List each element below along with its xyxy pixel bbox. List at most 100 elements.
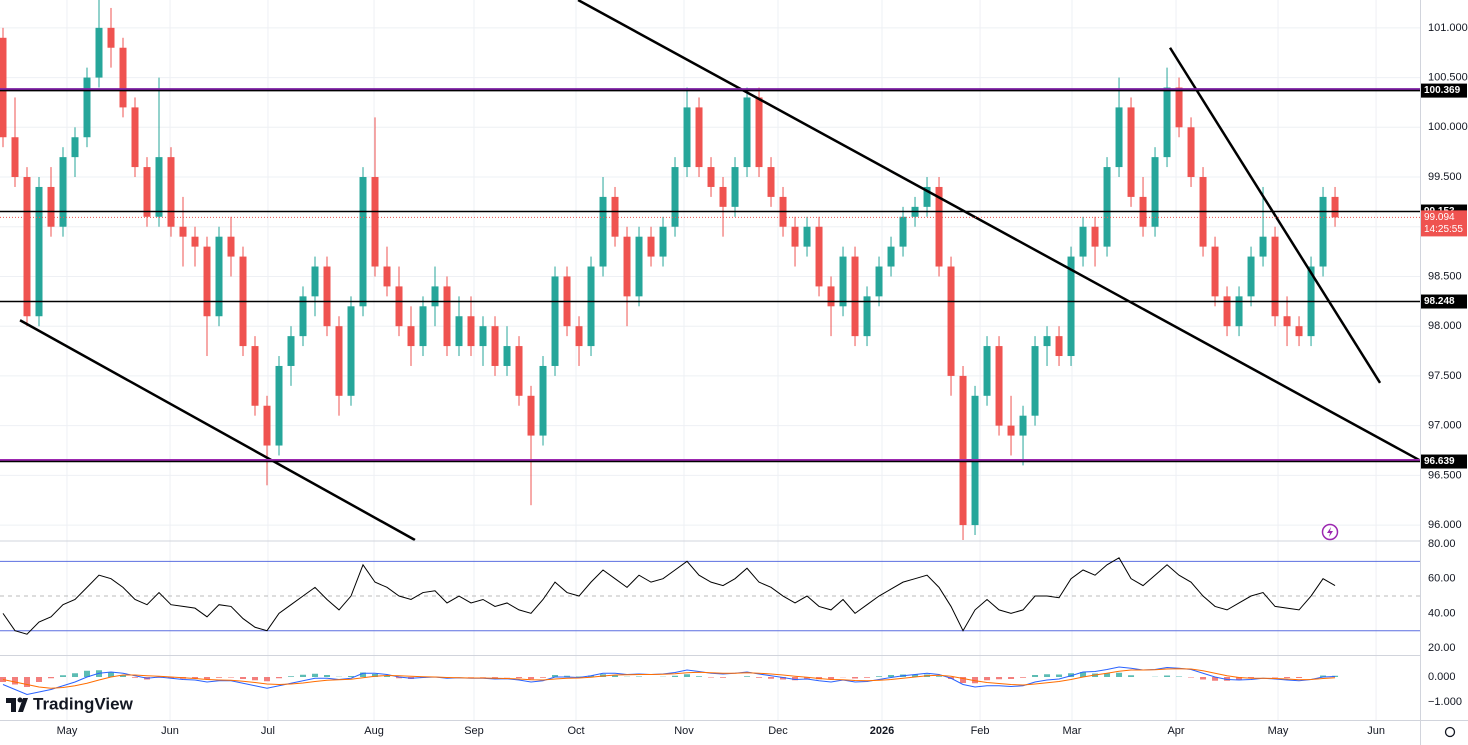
settings-gear[interactable] xyxy=(1444,726,1456,738)
candle-body xyxy=(131,107,139,168)
candle-body xyxy=(659,226,667,257)
macd-histogram-bar xyxy=(864,677,871,678)
candle-body xyxy=(407,326,415,347)
alert-circle xyxy=(1321,523,1339,541)
candle-body xyxy=(503,346,511,366)
candle-body xyxy=(851,256,859,337)
logo-dot xyxy=(17,697,23,703)
macd-histogram-bar xyxy=(1080,672,1087,677)
rsi-line xyxy=(2,557,1336,635)
macd-histogram-bar xyxy=(276,677,283,679)
candle-body xyxy=(251,346,259,406)
candle-body xyxy=(11,137,19,178)
candle-body xyxy=(587,266,595,347)
macd-histogram-bar xyxy=(324,675,331,677)
macd-histogram-bar xyxy=(204,677,211,680)
x-tick-label: May xyxy=(1268,725,1289,737)
candle-body xyxy=(215,236,223,317)
macd-histogram-bar xyxy=(996,677,1003,680)
candle-body xyxy=(575,326,583,347)
macd-histogram-bar xyxy=(984,677,991,681)
candle-body xyxy=(635,236,643,297)
signal-line xyxy=(2,668,1336,689)
countdown-label: 14:25:55 xyxy=(1424,224,1463,235)
macd-histogram-bar xyxy=(240,677,247,679)
candle-body xyxy=(707,167,715,187)
macd-histogram-bar xyxy=(384,676,391,677)
candle-body xyxy=(1175,87,1183,128)
y-tick-label: 100.500 xyxy=(1428,71,1468,83)
macd-histogram-bar xyxy=(744,676,751,677)
candle-body xyxy=(1007,425,1015,436)
level-label: 100.369 xyxy=(1424,85,1461,96)
macd-histogram-bar xyxy=(960,677,967,683)
macd-histogram-bar xyxy=(888,675,895,677)
macd-histogram-bar xyxy=(48,677,55,679)
y-tick-label: 96.000 xyxy=(1428,519,1462,531)
candle-body xyxy=(755,97,763,168)
candle-body xyxy=(887,246,895,267)
macd-histogram-bar xyxy=(1008,677,1015,679)
candle-body xyxy=(647,236,655,257)
candle-body xyxy=(743,97,751,168)
candle-body xyxy=(839,256,847,307)
macd-histogram-bar xyxy=(1236,677,1243,680)
candle-body xyxy=(803,226,811,247)
brand-logo: TradingView xyxy=(6,694,134,713)
macd-histogram-bar xyxy=(612,675,619,677)
level-label: 98.248 xyxy=(1424,296,1455,307)
macd-histogram-bar xyxy=(360,672,367,677)
candle-body xyxy=(875,266,883,297)
candle-body xyxy=(143,167,151,217)
candle-body xyxy=(467,316,475,347)
macd-histogram-bar xyxy=(1212,677,1219,681)
level-label-box xyxy=(1421,294,1467,309)
candle-body xyxy=(1247,256,1255,297)
candle-body xyxy=(1103,167,1111,247)
candle-body xyxy=(491,326,499,366)
candle-body xyxy=(179,226,187,237)
candle-body xyxy=(1271,236,1279,317)
candle-body xyxy=(395,286,403,327)
candle-body xyxy=(1295,326,1303,337)
candle-body xyxy=(995,346,1003,426)
macd-histogram-bar xyxy=(72,673,79,677)
candle-body xyxy=(1187,127,1195,178)
macd-histogram-bar xyxy=(708,677,715,678)
candle-body xyxy=(551,276,559,366)
macd-histogram-bar xyxy=(1200,677,1207,680)
x-tick-label: Sep xyxy=(464,725,484,737)
candle-body xyxy=(719,186,727,207)
alert-icon xyxy=(1321,523,1339,541)
y-tick-label: 99.500 xyxy=(1428,171,1462,183)
macd-histogram-bar xyxy=(1296,677,1303,678)
settings-icon[interactable] xyxy=(1444,726,1456,738)
trend-line xyxy=(1168,47,1382,384)
macd-histogram-bar xyxy=(12,677,19,685)
candle-body xyxy=(0,37,7,138)
current-price-box xyxy=(1421,210,1467,237)
candle-body xyxy=(371,177,379,267)
candle-body xyxy=(227,236,235,257)
candle-body xyxy=(1079,226,1087,257)
candle-body xyxy=(1091,226,1099,247)
macd-histogram-bar xyxy=(1056,674,1063,677)
macd-histogram-bar xyxy=(1032,675,1039,677)
macd-histogram-bar xyxy=(348,676,355,677)
macd-histogram-bar xyxy=(564,675,571,677)
x-tick-label: 2026 xyxy=(870,725,894,737)
y-tick-label: 98.000 xyxy=(1428,320,1462,332)
candle-body xyxy=(1127,107,1135,197)
candle-body xyxy=(419,306,427,347)
macd-histogram-bar xyxy=(108,672,115,677)
candle-body xyxy=(311,266,319,297)
x-tick-label: Jun xyxy=(1367,725,1385,737)
macd-histogram-bar xyxy=(804,677,811,679)
level-label-box xyxy=(1421,454,1467,469)
candle-body xyxy=(1067,256,1075,357)
macd-histogram-bar xyxy=(828,677,835,680)
macd-histogram-bar xyxy=(168,677,175,679)
